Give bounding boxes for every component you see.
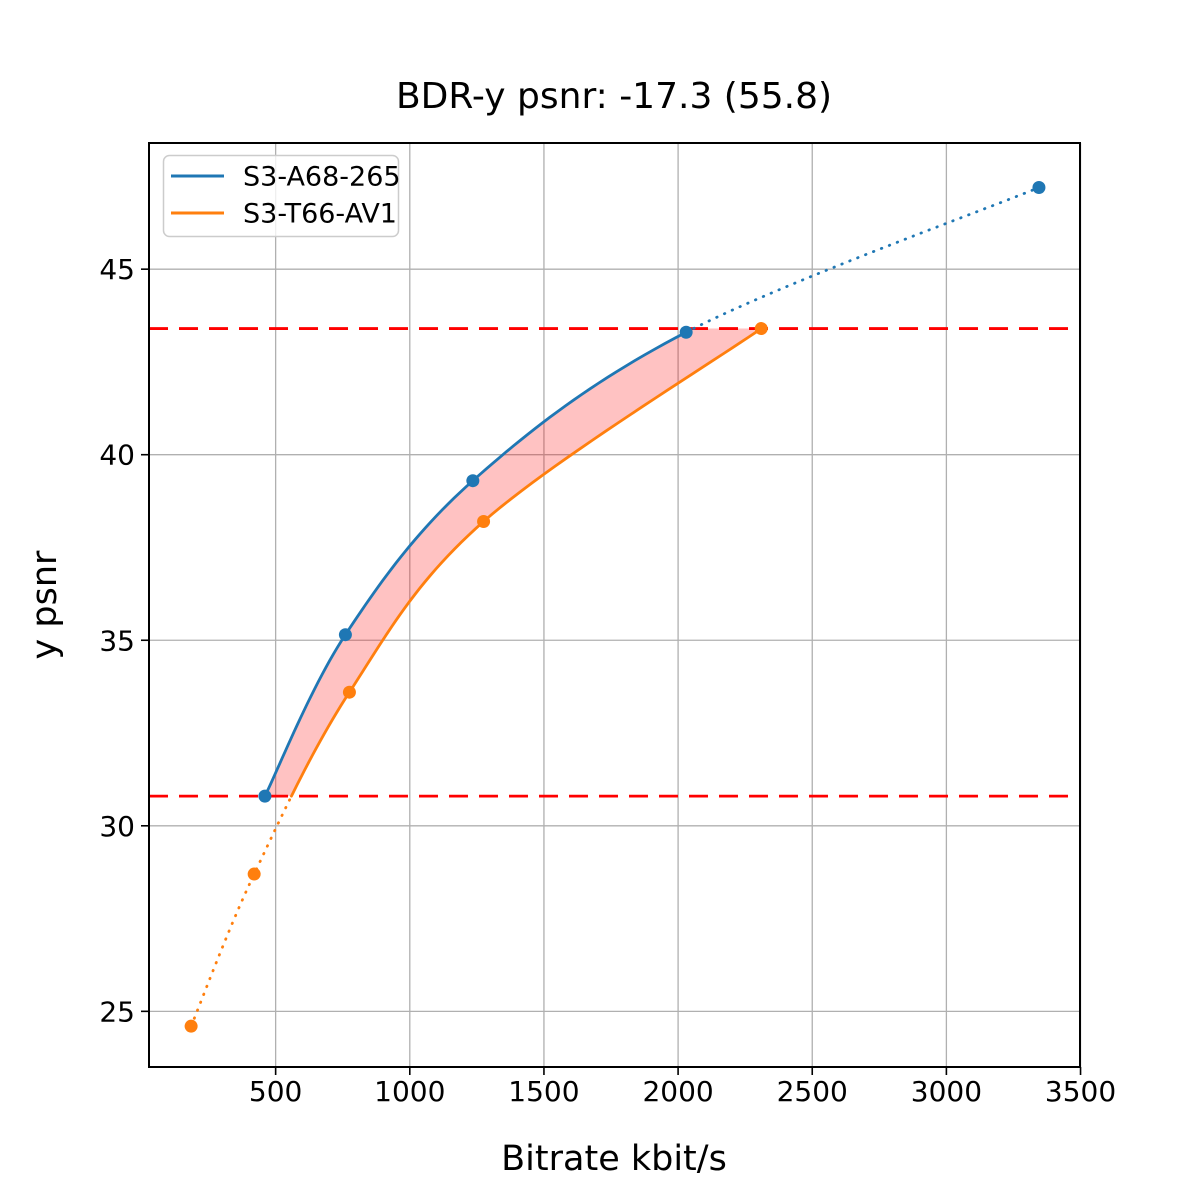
bd-fill-region <box>264 328 762 797</box>
y-axis-label: y psnr <box>25 550 65 659</box>
series-curve-dotted <box>189 794 293 1028</box>
y-tick-label: 30 <box>99 810 135 843</box>
y-tick-label: 25 <box>99 995 135 1028</box>
grid <box>149 143 1082 1067</box>
y-tick-label: 45 <box>99 253 135 286</box>
data-point-marker <box>338 628 352 642</box>
x-tick-label: 1000 <box>374 1075 445 1108</box>
x-tick-label: 3000 <box>911 1075 982 1108</box>
series-curve-dotted <box>684 186 1041 334</box>
x-tick-label: 1500 <box>508 1075 579 1108</box>
y-tick-label: 40 <box>99 439 135 472</box>
plot-border <box>148 142 1081 1068</box>
data-point-marker <box>258 789 272 803</box>
data-point-marker <box>184 1019 198 1033</box>
data-point-marker <box>754 322 768 336</box>
x-tick-label: 2500 <box>777 1075 848 1108</box>
data-point-marker <box>477 515 491 529</box>
x-axis-label: Bitrate kbit/s <box>501 1139 727 1179</box>
chart-title: BDR-y psnr: -17.3 (55.8) <box>396 76 832 117</box>
x-tick-label: 500 <box>249 1075 302 1108</box>
data-point-marker <box>342 685 356 699</box>
series-curve-solid <box>290 327 763 798</box>
x-tick-label: 2000 <box>642 1075 713 1108</box>
plot-area: 500 1000 1500 2000 2500 3000 3500 25 30 35 40 45 <box>99 142 1116 1108</box>
data-point-marker <box>247 867 261 881</box>
data-point-marker <box>679 325 693 339</box>
legend: S3-A68-265 S3-T66-AV1 <box>162 154 401 238</box>
y-tick-label: 35 <box>99 624 135 657</box>
data-point-marker <box>1032 181 1046 195</box>
series-curve-solid <box>263 330 688 798</box>
legend-item-label-2: S3-T66-AV1 <box>243 199 397 230</box>
data-point-marker <box>466 474 480 488</box>
x-tick-label: 3500 <box>1045 1075 1116 1108</box>
legend-item-label-1: S3-A68-265 <box>243 162 401 193</box>
